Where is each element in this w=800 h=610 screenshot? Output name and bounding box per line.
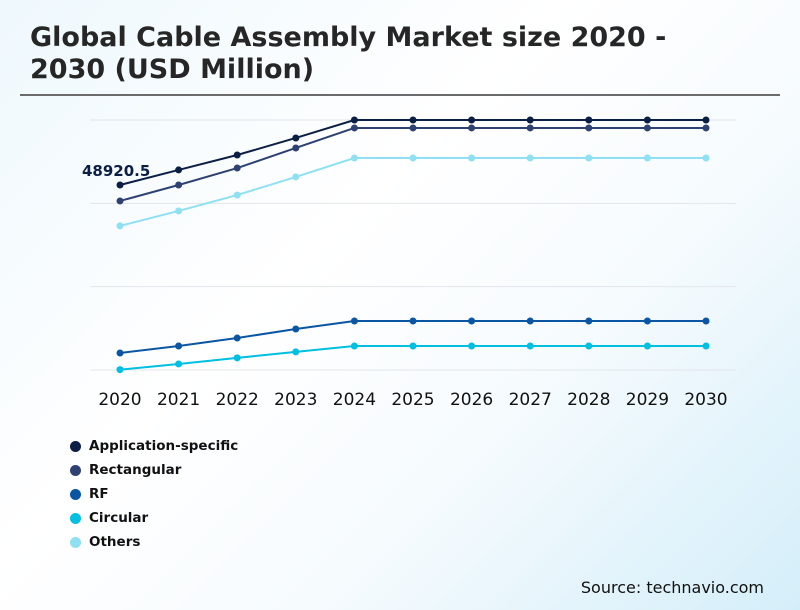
x-tick-label: 2022 (216, 390, 259, 410)
legend-marker-icon (70, 440, 81, 452)
data-point (702, 154, 710, 162)
data-point (526, 154, 534, 162)
data-point (526, 124, 534, 132)
legend-item: Application-specific (70, 434, 238, 458)
legend-label: Application-specific (89, 438, 239, 454)
data-point (702, 342, 710, 350)
data-point (585, 154, 593, 162)
data-point (468, 116, 476, 124)
legend-label: Rectangular (89, 462, 182, 478)
legend-marker-icon (70, 464, 81, 476)
data-point (702, 124, 710, 132)
series-line-rectangular (119, 126, 706, 202)
data-point (643, 342, 651, 350)
data-point (292, 173, 300, 181)
data-point (233, 191, 241, 199)
data-point (526, 116, 534, 124)
x-tick-label: 2021 (157, 390, 200, 410)
x-tick-label: 2025 (391, 390, 434, 410)
legend-item: Circular (70, 506, 238, 530)
legend-marker-icon (70, 512, 81, 524)
data-point (233, 354, 241, 362)
source-note: Source: technavio.com (580, 578, 764, 597)
series-line-circular (119, 344, 706, 371)
x-tick-label: 2029 (626, 390, 669, 410)
data-point (175, 360, 183, 368)
data-point (292, 325, 300, 333)
data-point (585, 124, 593, 132)
data-point (643, 317, 651, 325)
legend-label: RF (89, 486, 109, 502)
data-point (175, 207, 183, 215)
data-point (468, 124, 476, 132)
data-point (350, 124, 358, 132)
data-point (643, 124, 651, 132)
data-point (116, 197, 124, 205)
data-point (292, 144, 300, 152)
data-point (585, 342, 593, 350)
data-point (175, 166, 183, 174)
legend-marker-icon (70, 536, 81, 548)
data-point (292, 348, 300, 356)
data-point (702, 116, 710, 124)
data-point (350, 116, 358, 124)
chart-title: Global Cable Assembly Market size 2020 -… (30, 22, 667, 85)
data-point (526, 342, 534, 350)
data-point (116, 222, 124, 230)
data-point (409, 154, 417, 162)
data-point (468, 154, 476, 162)
data-point (585, 116, 593, 124)
data-point (233, 334, 241, 342)
data-point (350, 342, 358, 350)
data-point (409, 317, 417, 325)
data-label: 48920.5 (82, 162, 150, 180)
data-point (175, 342, 183, 350)
x-tick-label: 2020 (98, 390, 141, 410)
data-point (175, 181, 183, 189)
title-divider (20, 94, 780, 96)
x-tick-label: 2028 (567, 390, 610, 410)
data-point (409, 124, 417, 132)
x-tick-label: 2030 (684, 390, 727, 410)
data-point (585, 317, 593, 325)
series-line-others (119, 157, 706, 227)
data-point (116, 366, 124, 374)
data-point (350, 317, 358, 325)
data-point (233, 151, 241, 159)
data-point (702, 317, 710, 325)
legend-item: RF (70, 482, 238, 506)
x-tick-label: 2024 (333, 390, 376, 410)
data-point (116, 181, 124, 189)
legend-marker-icon (70, 488, 81, 500)
legend: Application-specific Rectangular RF Circula… (70, 434, 238, 554)
data-point (292, 134, 300, 142)
data-point (409, 342, 417, 350)
x-tick-label: 2026 (450, 390, 493, 410)
legend-label: Circular (89, 510, 149, 526)
data-point (468, 342, 476, 350)
data-point (409, 116, 417, 124)
data-point (350, 154, 358, 162)
legend-item: Others (70, 530, 238, 554)
legend-label: Others (89, 534, 141, 550)
line-chart: 2020 2021 2022 2023 2024 2025 2026 2027 2028 2029… (82, 116, 736, 410)
x-tick-label: 2023 (274, 390, 317, 410)
data-point (643, 154, 651, 162)
data-point (643, 116, 651, 124)
data-point (468, 317, 476, 325)
x-tick-label: 2027 (509, 390, 552, 410)
data-point (116, 349, 124, 357)
data-point (233, 164, 241, 172)
data-point (526, 317, 534, 325)
legend-item: Rectangular (70, 458, 238, 482)
